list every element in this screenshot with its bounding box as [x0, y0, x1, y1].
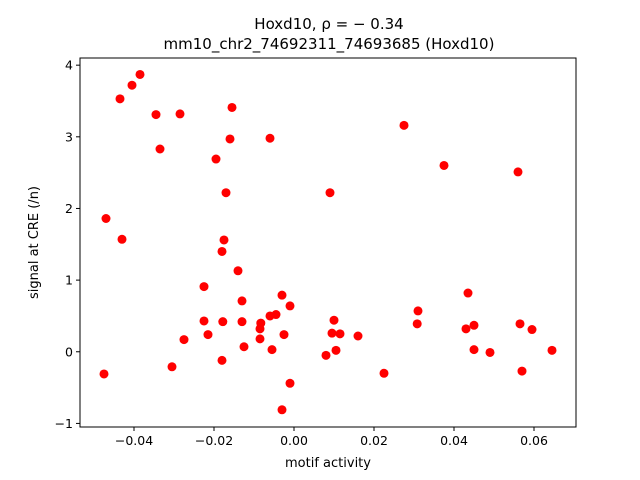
x-axis-ticks: −0.04 −0.02 0.00 0.02 0.04 0.06 [115, 427, 548, 448]
data-point-58 [517, 366, 527, 376]
data-point-46 [399, 120, 409, 130]
data-point-8 [265, 133, 275, 143]
x-tick-label: 0.06 [520, 433, 548, 448]
y-tick-label: 1 [65, 273, 73, 288]
data-point-22 [199, 316, 209, 326]
data-point-0 [135, 69, 145, 79]
y-tick-label: 4 [65, 58, 73, 73]
data-point-33 [217, 355, 227, 365]
data-point-28 [279, 330, 289, 340]
data-point-7 [225, 134, 235, 144]
data-point-54 [485, 347, 495, 357]
data-points [99, 69, 557, 415]
data-point-24 [237, 317, 247, 327]
y-tick-label: 2 [65, 201, 73, 216]
data-point-43 [331, 345, 341, 355]
data-point-23 [218, 317, 228, 327]
data-point-32 [267, 345, 277, 355]
data-point-9 [211, 154, 221, 164]
data-point-30 [179, 335, 189, 345]
x-tick-label: 0.00 [280, 433, 308, 448]
data-point-55 [513, 167, 523, 177]
x-tick-label: 0.04 [440, 433, 468, 448]
data-point-56 [515, 319, 525, 329]
data-point-31 [239, 342, 249, 352]
data-point-59 [547, 345, 557, 355]
data-point-52 [469, 320, 479, 330]
data-point-45 [379, 368, 389, 378]
data-point-57 [527, 325, 537, 335]
data-point-12 [117, 234, 127, 244]
data-point-21 [265, 311, 275, 321]
data-point-48 [413, 306, 423, 316]
x-tick-label: 0.02 [360, 433, 388, 448]
data-point-19 [285, 301, 295, 311]
data-point-53 [469, 345, 479, 355]
data-point-50 [463, 288, 473, 298]
data-point-3 [151, 110, 161, 120]
data-point-51 [461, 324, 471, 334]
data-point-4 [175, 109, 185, 119]
data-point-40 [327, 328, 337, 338]
y-axis-label: signal at CRE (/n) [27, 186, 42, 299]
x-tick-label: −0.04 [115, 433, 153, 448]
data-point-36 [285, 378, 295, 388]
data-point-14 [217, 246, 227, 256]
plot-frame [79, 57, 577, 428]
data-point-6 [227, 102, 237, 112]
chart-title-line2: mm10_chr2_74692311_74693685 (Hoxd10) [164, 35, 495, 54]
data-point-27 [203, 330, 213, 340]
data-point-15 [233, 266, 243, 276]
data-point-2 [115, 94, 125, 104]
data-point-41 [335, 329, 345, 339]
data-point-37 [277, 405, 287, 415]
data-point-34 [167, 362, 177, 372]
data-point-16 [199, 282, 209, 292]
chart-title-line1: Hoxd10, ρ = − 0.34 [254, 15, 403, 33]
chart-title: Hoxd10, ρ = − 0.34 mm10_chr2_74692311_74… [164, 15, 495, 54]
data-point-44 [321, 350, 331, 360]
data-point-47 [439, 160, 449, 170]
x-axis-label: motif activity [285, 456, 371, 471]
x-tick-label: −0.02 [195, 433, 233, 448]
data-point-42 [353, 331, 363, 341]
data-point-35 [99, 369, 109, 379]
data-point-26 [255, 324, 265, 334]
data-point-39 [329, 315, 339, 325]
plot-area [80, 58, 576, 427]
data-point-11 [101, 214, 111, 223]
data-point-17 [237, 296, 247, 306]
y-axis-ticks: −1 0 1 2 3 4 [55, 58, 80, 431]
data-point-10 [221, 188, 231, 198]
y-tick-label: 0 [65, 344, 73, 359]
data-point-29 [255, 334, 265, 344]
y-tick-label: −1 [55, 416, 73, 431]
data-point-18 [277, 290, 287, 300]
data-point-13 [219, 235, 229, 245]
data-point-1 [127, 80, 137, 90]
y-tick-label: 3 [65, 129, 73, 144]
data-point-5 [155, 144, 165, 154]
data-point-38 [325, 188, 335, 198]
data-point-49 [412, 319, 422, 329]
